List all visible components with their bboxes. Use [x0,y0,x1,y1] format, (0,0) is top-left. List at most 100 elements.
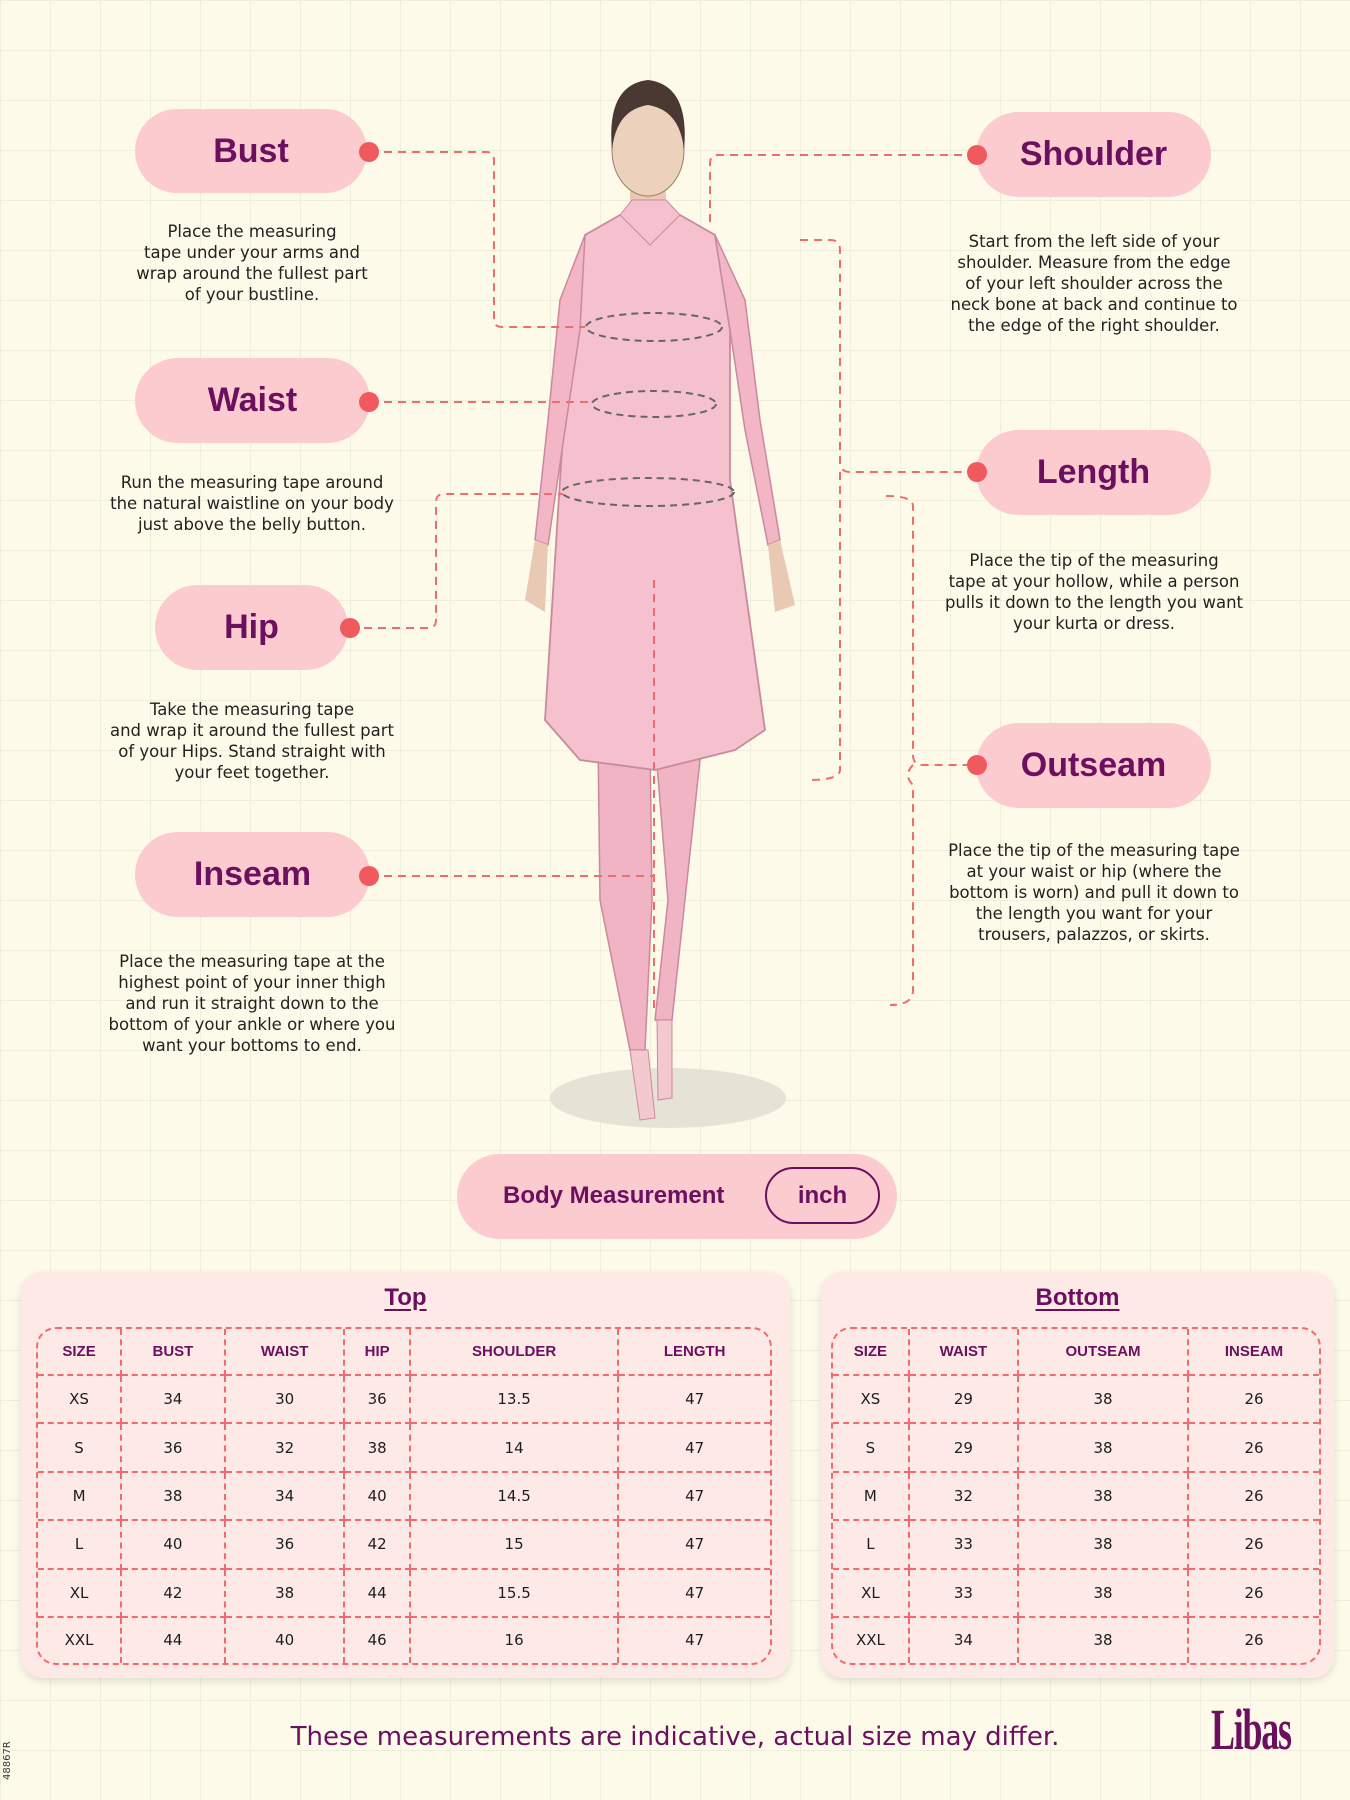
measurement-guides [350,151,976,1010]
table-cell: XS [833,1373,910,1425]
table-cell: 47 [617,1373,770,1425]
table-cell: 30 [223,1373,346,1425]
table-cell: 33 [907,1519,1020,1570]
product-code: 48867R [2,1741,13,1780]
disclaimer-text: These measurements are indicative, actua… [290,1722,1060,1752]
bottom-table: SIZE WAIST OUTSEAM INSEAM XS 29 38 26 S 29 38 26 M 32… [833,1329,1319,1663]
length-label: Length [1036,453,1151,491]
table-cell: S [38,1422,123,1473]
table-cell: 38 [1017,1519,1189,1570]
table-cell: 34 [223,1470,346,1522]
table-row: XL 42 38 44 15.5 47 [38,1567,770,1618]
table-row: M 38 34 40 14.5 47 [38,1470,770,1522]
column-header: LENGTH [617,1329,770,1376]
hip-description: Take the measuring tape and wrap it arou… [109,700,394,782]
figure-illustration [350,80,976,1128]
bust-label-pill: Bust [135,109,367,193]
table-cell: 13.5 [408,1373,620,1425]
table-cell: 47 [617,1519,770,1570]
table-cell: 47 [617,1422,770,1473]
column-header: SHOULDER [408,1329,620,1376]
table-cell: 40 [223,1615,346,1663]
table-row: L 33 38 26 [833,1519,1319,1570]
table-cell: XL [833,1567,910,1618]
table-cell: XL [38,1567,123,1618]
top-table-title: Top [384,1284,427,1311]
top-size-chart: Top SIZE BUST WAIST HIP SHOULDER LENGTH XS 34 30… [21,1272,790,1678]
hip-marker-dot [340,618,360,638]
table-cell: 47 [617,1470,770,1522]
table-cell: 26 [1187,1422,1319,1473]
table-cell: 38 [120,1470,226,1522]
length-label-pill: Length [976,430,1211,515]
table-cell: 44 [343,1567,411,1618]
table-cell: 40 [120,1519,226,1570]
table-cell: 38 [1017,1615,1189,1663]
table-cell: L [833,1519,910,1570]
table-cell: 26 [1187,1373,1319,1425]
column-header: WAIST [223,1329,346,1376]
bottom-table-title: Bottom [1035,1284,1120,1311]
table-cell: 38 [343,1422,411,1473]
table-cell: 38 [1017,1422,1189,1473]
top-header-row: SIZE BUST WAIST HIP SHOULDER LENGTH [38,1329,770,1376]
waist-label-pill: Waist [135,358,370,443]
table-cell: XXL [833,1615,910,1663]
hip-label-pill: Hip [155,585,348,670]
inseam-label-pill: Inseam [135,832,370,917]
table-cell: M [833,1470,910,1522]
bottom-size-chart: Bottom SIZE WAIST OUTSEAM INSEAM XS 29 38 26 S 29… [821,1272,1334,1678]
inseam-description: Place the measuring tape at the highest … [108,952,396,1055]
libas-logo: Libas [1211,1697,1292,1762]
shoulder-label: Shoulder [1019,135,1168,173]
unit-toggle-inch[interactable]: inch [765,1167,880,1224]
table-cell: S [833,1422,910,1473]
length-description: Place the tip of the measuring tape at y… [944,551,1244,633]
table-cell: 29 [907,1373,1020,1425]
table-row: S 36 32 38 14 47 [38,1422,770,1473]
waist-label: Waist [207,381,298,419]
table-cell: 16 [408,1615,620,1663]
model-figure [525,80,795,1128]
bust-label: Bust [213,131,289,170]
table-cell: 15.5 [408,1567,620,1618]
inseam-label: Inseam [193,855,312,893]
table-row: XL 33 38 26 [833,1567,1319,1618]
table-cell: 14.5 [408,1470,620,1522]
table-cell: XXL [38,1615,123,1663]
table-cell: 38 [1017,1567,1189,1618]
table-cell: 40 [343,1470,411,1522]
table-cell: 42 [343,1519,411,1570]
table-cell: 36 [223,1519,346,1570]
outseam-label-pill: Outseam [976,723,1211,808]
table-cell: 34 [120,1373,226,1425]
body-measurement-unit-selector: Body Measurement inch [457,1154,897,1239]
hip-label: Hip [224,608,279,646]
table-cell: 36 [120,1422,226,1473]
table-cell: 46 [343,1615,411,1663]
table-cell: 26 [1187,1470,1319,1522]
outseam-label: Outseam [1020,746,1167,784]
table-cell: 47 [617,1567,770,1618]
table-cell: M [38,1470,123,1522]
inseam-marker-dot [359,866,379,886]
table-row: XS 29 38 26 [833,1373,1319,1425]
table-cell: 42 [120,1567,226,1618]
shoulder-description: Start from the left side of your shoulde… [950,232,1238,335]
table-row: M 32 38 26 [833,1470,1319,1522]
table-cell: 36 [343,1373,411,1425]
bust-marker-dot [359,142,379,162]
shoulder-marker-dot [967,145,987,165]
table-row: XXL 34 38 26 [833,1615,1319,1663]
column-header: INSEAM [1187,1329,1319,1376]
table-cell: 32 [223,1422,346,1473]
table-cell: 44 [120,1615,226,1663]
column-header: HIP [343,1329,411,1376]
table-row: L 40 36 42 15 47 [38,1519,770,1570]
outseam-marker-dot [967,755,987,775]
table-cell: 26 [1187,1567,1319,1618]
table-row: XXL 44 40 46 16 47 [38,1615,770,1663]
waist-marker-dot [359,392,379,412]
table-cell: 38 [223,1567,346,1618]
bottom-header-row: SIZE WAIST OUTSEAM INSEAM [833,1329,1319,1376]
